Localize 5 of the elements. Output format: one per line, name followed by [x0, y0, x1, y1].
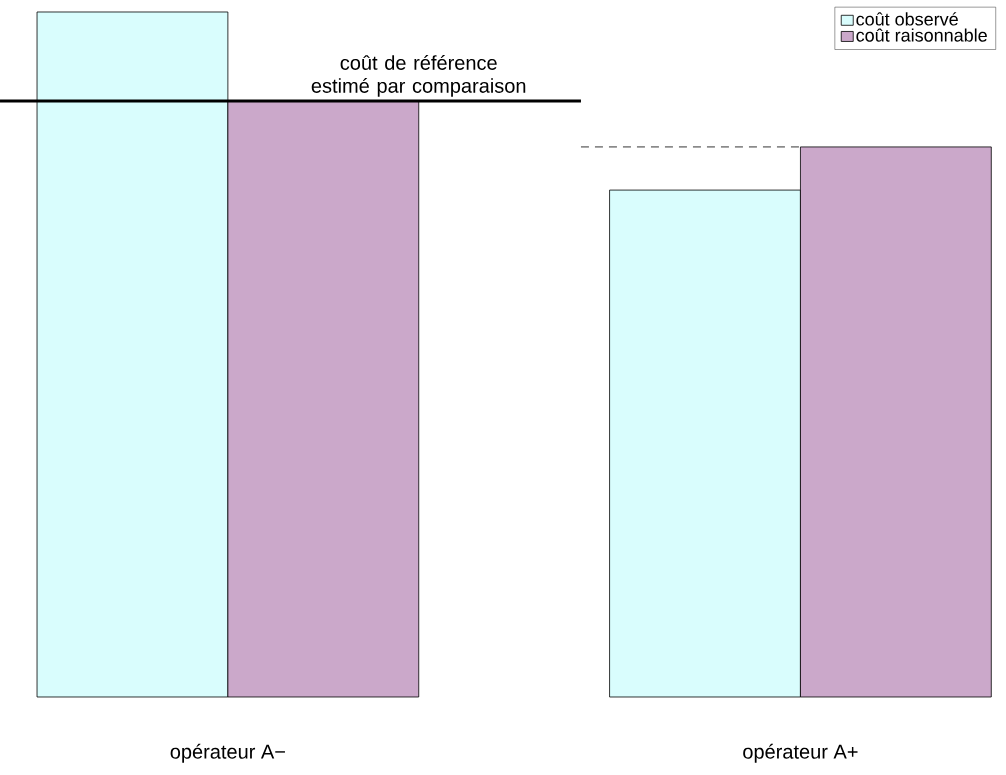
x-tick-label: opérateur A−	[170, 743, 285, 763]
x-tick-label: opérateur A+	[743, 743, 858, 763]
legend-label: coût observé	[856, 12, 958, 26]
ref-line-label: coût de référence estimé par comparaison	[311, 54, 526, 97]
legend-label: coût raisonnable	[856, 28, 987, 42]
